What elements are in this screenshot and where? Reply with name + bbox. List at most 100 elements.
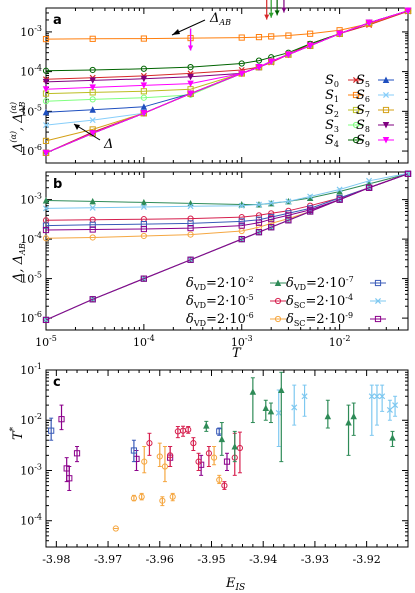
legend-label: S3 — [325, 118, 339, 134]
x-tick-label: 10-2 — [329, 334, 351, 349]
x-tick-label: -3.92 — [353, 553, 381, 566]
legend-marker — [374, 279, 382, 287]
data-point — [249, 388, 257, 395]
data-point-delta — [140, 110, 148, 117]
transition-arrow-head — [268, 12, 274, 18]
y-tick-label: 10-5 — [20, 271, 42, 286]
data-point-delta — [42, 316, 50, 324]
data-point-delta — [306, 42, 314, 50]
data-point — [190, 440, 197, 447]
legend-label: S4 — [325, 133, 339, 149]
legend-label: S1 — [325, 88, 339, 104]
data-point-delta — [187, 90, 194, 98]
annotation-arrow-head — [74, 124, 80, 130]
x-tick-label: 10-3 — [231, 334, 253, 349]
panel-tag: b — [53, 177, 62, 192]
data-point-ab — [42, 222, 50, 229]
data-point-ab — [89, 234, 96, 241]
data-point-ab — [42, 108, 50, 116]
data-point-ab — [89, 35, 96, 42]
data-point-ab — [268, 216, 275, 223]
y-tick-label: 10-4 — [20, 513, 42, 528]
legend-marker — [382, 91, 390, 99]
x-tick-label: -3.97 — [94, 553, 122, 566]
data-point — [236, 444, 244, 452]
data-point — [386, 406, 393, 414]
data-point-ab — [187, 80, 194, 88]
legend-marker — [352, 136, 360, 144]
legend-marker — [352, 76, 360, 84]
data-point-delta — [365, 19, 373, 27]
data-point-delta — [42, 316, 50, 323]
data-point — [379, 393, 386, 400]
legend-label: S5 — [356, 73, 370, 89]
legend-marker — [382, 137, 390, 144]
data-point-ab — [42, 122, 50, 129]
data-point-ab — [42, 235, 50, 242]
annotation-delta-ab: ΔAB — [209, 11, 231, 27]
y-tick-label: 10-4 — [20, 231, 42, 246]
data-point-delta — [89, 130, 96, 137]
data-point-delta — [285, 51, 292, 58]
x-axis-label-b: T — [232, 346, 242, 361]
data-point-ab — [268, 33, 275, 40]
data-point-ab — [140, 232, 147, 240]
data-point — [210, 454, 218, 461]
data-point — [278, 386, 285, 393]
data-point — [169, 493, 176, 500]
data-point — [301, 393, 308, 400]
data-point-delta — [255, 64, 263, 71]
data-point-ab — [89, 221, 96, 228]
data-point — [159, 497, 166, 504]
data-point-ab — [89, 96, 96, 103]
data-point — [58, 416, 65, 423]
legend-marker — [374, 297, 382, 305]
y-axis-label-a: Δ(α), ΔAB(α) — [9, 102, 27, 153]
x-tick-label: 10-5 — [35, 334, 57, 349]
data-point — [156, 453, 163, 460]
data-point — [368, 393, 375, 400]
data-point — [146, 440, 153, 447]
data-point-ab — [89, 226, 96, 233]
data-point — [389, 434, 396, 441]
legend-marker — [274, 297, 282, 305]
x-tick-label: -3.95 — [197, 553, 225, 566]
data-point-delta — [267, 58, 275, 65]
data-point — [231, 443, 239, 450]
data-point-ab — [285, 32, 292, 39]
data-point-ab — [307, 30, 314, 37]
data-point — [205, 450, 212, 457]
y-tick-label: 10-3 — [20, 192, 42, 207]
x-tick-label: -3.98 — [42, 553, 70, 566]
data-point-ab — [255, 201, 262, 208]
series-line-ab — [45, 10, 409, 40]
legend-label: S7 — [356, 103, 370, 119]
data-point-ab — [255, 57, 263, 64]
data-point-ab — [238, 218, 245, 225]
data-point-ab — [307, 193, 314, 200]
series-line-ab — [45, 173, 409, 221]
legend-label: S9 — [356, 133, 370, 149]
data-point-delta — [238, 70, 245, 77]
data-point — [350, 412, 357, 420]
data-point-ab — [187, 63, 194, 71]
data-point-ab — [42, 205, 50, 212]
data-point — [324, 412, 332, 420]
transition-arrow-head — [188, 45, 194, 51]
data-point-ab — [89, 66, 96, 74]
panel-c: -3.98 -3.97 -3.96 -3.95 -3.94 -3.93 -3.92 10-4 1… — [20, 362, 409, 566]
transition-arrow-head — [281, 7, 287, 13]
data-point — [262, 404, 270, 412]
data-point-ab — [187, 231, 194, 238]
data-point — [345, 419, 352, 426]
data-point-ab — [255, 212, 263, 219]
y-tick-label: 10-6 — [20, 310, 42, 325]
legend-label: δVD=2·10-7 — [286, 275, 354, 292]
data-point-ab — [89, 197, 96, 205]
panel-tag: a — [53, 13, 62, 28]
data-point — [73, 450, 81, 457]
data-point-ab — [187, 224, 194, 232]
data-point-ab — [89, 106, 96, 113]
legend-marker — [382, 122, 390, 129]
legend-marker — [382, 106, 390, 114]
